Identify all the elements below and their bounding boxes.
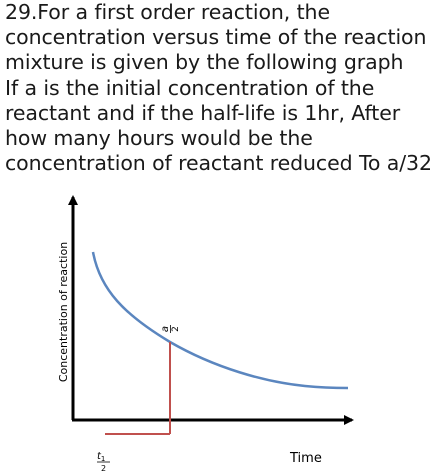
half-conc-numerator: a [160,326,171,332]
svg-text:t1: t1 [97,451,105,463]
y-axis-label: Concentration of reaction [57,242,70,382]
question-line-7: concentration of reactant reduced To a/3… [5,151,433,176]
question-line-1: 29.For a first order reaction, the [5,0,330,24]
half-life-subscript: 1 [101,455,105,463]
half-conc-denominator: 2 [171,326,181,332]
x-axis-label: Time [289,451,322,466]
half-life-label: t1 2 [97,451,110,473]
question-line-2: concentration versus time of the reactio… [5,25,427,50]
question-line-4: If a is the initial concentration of the [5,75,375,100]
half-concentration-label: a 2 [160,325,181,333]
question-line-6: how many hours would be the [5,126,313,151]
half-life-denominator: 2 [101,464,106,473]
question-line-5: reactant and if the half-life is 1hr, Af… [5,100,401,125]
half-life-t: t [97,451,102,462]
question-text: 29.For a first order reaction, the conce… [5,0,433,176]
decay-curve [91,251,349,390]
question-line-3: mixture is given by the following graph [5,50,404,75]
